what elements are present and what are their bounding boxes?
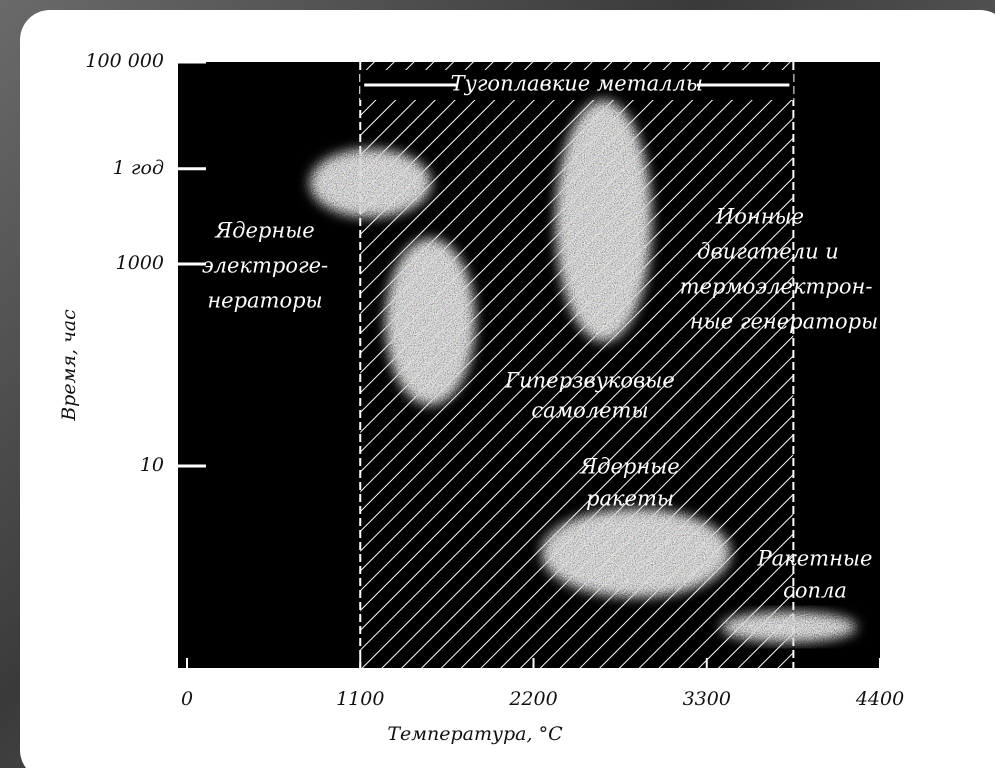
region [310,149,431,217]
region-label: двигатели и [697,240,839,264]
region [541,508,730,597]
region [721,612,856,642]
x-tick-label: 4400 [855,688,904,710]
region-label: Ионные [715,205,804,229]
region-label: Ядерные [214,219,315,243]
y-tick-label: 10 [140,454,164,476]
y-tick-label: 1 год [113,157,164,179]
x-tick-label: 0 [181,688,193,710]
x-tick-label: 3300 [683,688,731,710]
region-label: Гиперзвуковые [504,369,675,393]
region-label: нераторы [207,289,322,313]
y-tick-label: 100 000 [85,50,164,72]
region-label: самолеты [531,399,648,423]
region-label: термоэлектрон- [680,275,873,299]
region [556,100,652,342]
y-axis-title: Время, час [58,309,80,422]
region-label: ные генераторы [690,310,878,334]
region-label: ракеты [586,487,674,511]
x-tick-label: 2200 [508,688,557,710]
region-label: Ядерные [579,455,680,479]
chart: Тугоплавкие металлы Ядерные электроге-нера… [0,0,995,768]
region-label: электроге- [202,254,328,278]
region [385,238,475,405]
band-label: Тугоплавкие металлы [451,72,703,96]
x-tick-label: 1100 [336,688,384,710]
x-axis-title: Температура, °C [387,723,563,745]
region-label: сопла [783,579,847,603]
region-label: Ракетные [757,547,873,571]
y-tick-label: 1000 [116,252,164,274]
